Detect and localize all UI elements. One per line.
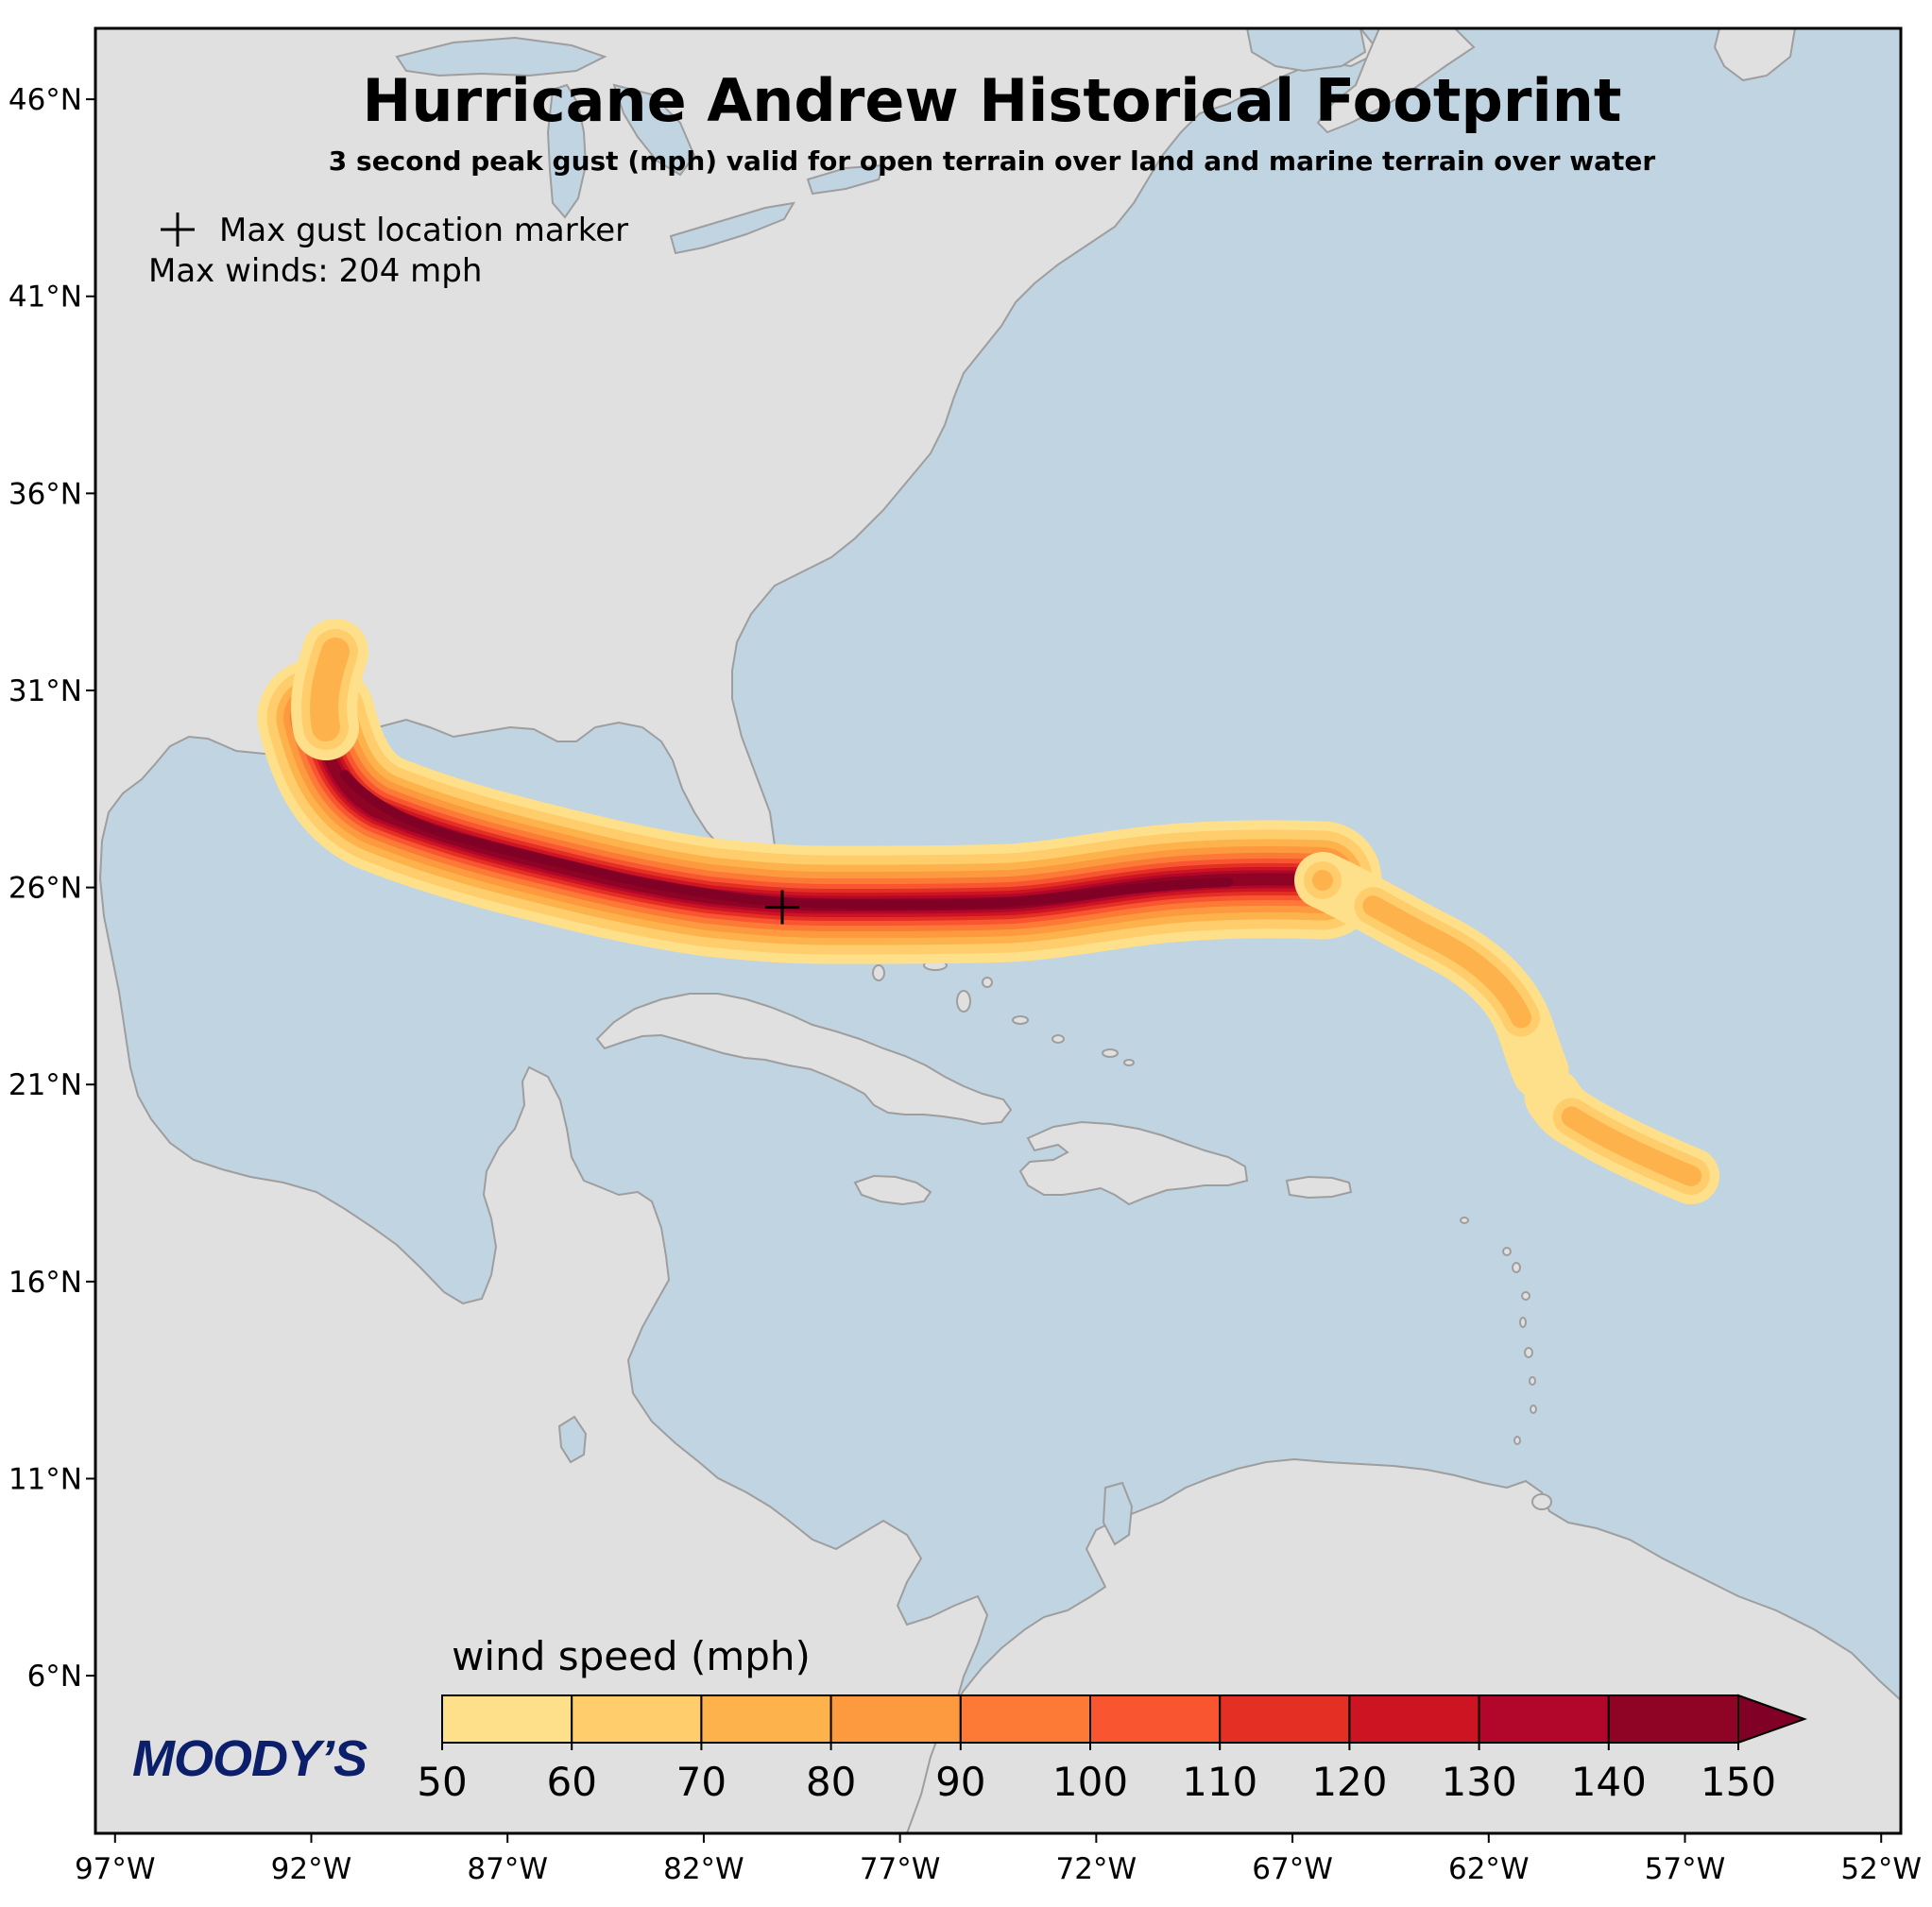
lon-tick-label: 52°W xyxy=(1840,1852,1922,1886)
lat-tick-label: 11°N xyxy=(9,1462,82,1496)
colorbar-cell xyxy=(700,1694,832,1744)
footprint-core xyxy=(340,770,1233,910)
lat-tick-label: 26°N xyxy=(9,872,82,906)
lake-huron xyxy=(612,83,696,177)
lat-tick-label: 6°N xyxy=(27,1660,82,1694)
max-winds-text: Max winds: 204 mph xyxy=(148,252,482,290)
max-gust-marker xyxy=(765,890,800,925)
colorbar-cell xyxy=(959,1694,1091,1744)
lake-erie xyxy=(669,201,795,255)
longitude-axis: 97°W 92°W 87°W 82°W 77°W 72°W 67°W 62°W 57°W 52°W xyxy=(75,1833,1922,1886)
colorbar-tick-label: 90 xyxy=(935,1759,985,1805)
colorbar-tick-label: 50 xyxy=(417,1759,467,1805)
colorbar-label: wind speed (mph) xyxy=(452,1633,811,1679)
map-area xyxy=(95,28,1901,1833)
colorbar-cell xyxy=(571,1694,703,1744)
lake-ontario xyxy=(806,163,885,196)
colorbar-cell xyxy=(1478,1694,1610,1744)
lat-tick-label: 16°N xyxy=(9,1266,82,1300)
colorbar-tick-label: 70 xyxy=(676,1759,727,1805)
colorbar-cell xyxy=(1607,1694,1740,1744)
wind-speed-colorbar: wind speed (mph) 50 60 70 80 90 100 110 120 130 1… xyxy=(417,1633,1807,1805)
jamaica-landmass xyxy=(853,1174,932,1206)
colorbar-tick-label: 60 xyxy=(546,1759,596,1805)
lake-superior xyxy=(395,36,607,77)
lat-tick-label: 21°N xyxy=(9,1068,82,1102)
lon-tick-label: 57°W xyxy=(1645,1852,1726,1886)
puerto-rico-landmass xyxy=(1285,1175,1353,1200)
moodys-logo: MOODY’S xyxy=(132,1730,368,1787)
lon-tick-label: 97°W xyxy=(75,1852,156,1886)
hispaniola-landmass xyxy=(1018,1120,1249,1206)
lon-tick-label: 72°W xyxy=(1056,1852,1137,1886)
colorbar-tick-label: 80 xyxy=(806,1759,856,1805)
lon-tick-label: 92°W xyxy=(271,1852,352,1886)
colorbar-tick-label: 140 xyxy=(1571,1759,1647,1805)
latitude-axis: 46°N 41°N 36°N 31°N 26°N 21°N 16°N 11°N 6°N xyxy=(9,83,95,1694)
marker-legend: Max gust location marker Max winds: 204 … xyxy=(148,212,628,290)
colorbar-tick-label: 110 xyxy=(1182,1759,1257,1805)
lesser-antilles-islands xyxy=(1460,1217,1552,1510)
lon-tick-label: 87°W xyxy=(467,1852,548,1886)
wind-footprint-contours xyxy=(257,619,1719,1204)
map-subtitle: 3 second peak gust (mph) valid for open … xyxy=(329,145,1656,177)
colorbar-cell xyxy=(1348,1694,1480,1744)
lon-tick-label: 77°W xyxy=(860,1852,941,1886)
colorbar-tick-label: 100 xyxy=(1052,1759,1128,1805)
nova-scotia-landmass xyxy=(1316,28,1476,134)
lat-tick-label: 36°N xyxy=(9,477,82,511)
great-lakes xyxy=(395,28,1367,1546)
colorbar-cell xyxy=(1219,1694,1351,1744)
colorbar-cell xyxy=(441,1694,573,1744)
lon-tick-label: 62°W xyxy=(1448,1852,1530,1886)
colorbar-extend-arrow xyxy=(1737,1694,1807,1745)
plus-marker-icon xyxy=(161,213,195,247)
lake-nicaragua xyxy=(557,1415,588,1464)
gulf-st-lawrence xyxy=(1245,28,1367,73)
lat-tick-label: 41°N xyxy=(9,281,82,315)
map-title: Hurricane Andrew Historical Footprint xyxy=(363,66,1622,135)
map-frame xyxy=(94,26,1903,1835)
colorbar-tick-label: 150 xyxy=(1701,1759,1776,1805)
lat-tick-label: 46°N xyxy=(9,83,82,117)
colorbar-tick-label: 130 xyxy=(1442,1759,1517,1805)
colorbar-cell xyxy=(1089,1694,1222,1744)
footprint-tail-band xyxy=(1312,870,1701,1186)
lon-tick-label: 67°W xyxy=(1252,1852,1333,1886)
lon-tick-label: 82°W xyxy=(663,1852,744,1886)
footprint-contour-band xyxy=(310,638,350,741)
newfoundland-landmass xyxy=(1713,28,1797,82)
cuba-landmass xyxy=(595,993,1013,1126)
colorbar-tick-label: 120 xyxy=(1311,1759,1387,1805)
marker-legend-label: Max gust location marker xyxy=(219,212,628,249)
lake-michigan xyxy=(546,83,588,219)
lat-tick-label: 31°N xyxy=(9,674,82,708)
colorbar-cell xyxy=(829,1694,962,1744)
lake-maracaibo xyxy=(1102,1481,1134,1546)
north-america-landmass xyxy=(95,28,1381,1833)
